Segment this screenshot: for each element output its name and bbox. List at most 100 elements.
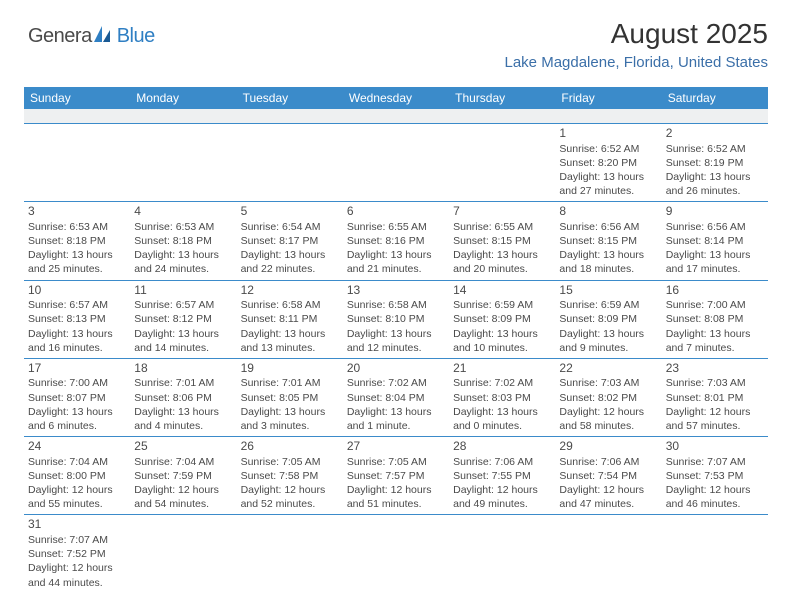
daylight-text: Daylight: 13 hours and 16 minutes. xyxy=(28,327,126,355)
day-header: Monday xyxy=(130,87,236,109)
sunrise-text: Sunrise: 6:56 AM xyxy=(559,220,657,234)
day-number: 20 xyxy=(347,361,445,377)
sunset-text: Sunset: 8:07 PM xyxy=(28,391,126,405)
day-cell xyxy=(449,124,555,201)
sunrise-text: Sunrise: 6:58 AM xyxy=(241,298,339,312)
sunset-text: Sunset: 8:02 PM xyxy=(559,391,657,405)
sunrise-text: Sunrise: 7:06 AM xyxy=(453,455,551,469)
page-title: August 2025 xyxy=(505,18,769,50)
daylight-text: Daylight: 13 hours and 25 minutes. xyxy=(28,248,126,276)
daylight-text: Daylight: 13 hours and 14 minutes. xyxy=(134,327,232,355)
sunset-text: Sunset: 7:53 PM xyxy=(666,469,764,483)
day-cell: 14Sunrise: 6:59 AMSunset: 8:09 PMDayligh… xyxy=(449,281,555,358)
sunrise-text: Sunrise: 7:01 AM xyxy=(241,376,339,390)
day-number: 19 xyxy=(241,361,339,377)
daylight-text: Daylight: 12 hours and 55 minutes. xyxy=(28,483,126,511)
day-cell: 27Sunrise: 7:05 AMSunset: 7:57 PMDayligh… xyxy=(343,437,449,514)
daylight-text: Daylight: 13 hours and 9 minutes. xyxy=(559,327,657,355)
sunrise-text: Sunrise: 7:07 AM xyxy=(666,455,764,469)
day-header: Wednesday xyxy=(343,87,449,109)
day-cell: 5Sunrise: 6:54 AMSunset: 8:17 PMDaylight… xyxy=(237,202,343,279)
sunrise-text: Sunrise: 6:59 AM xyxy=(559,298,657,312)
day-number: 28 xyxy=(453,439,551,455)
sunrise-text: Sunrise: 7:05 AM xyxy=(347,455,445,469)
header: Genera Blue August 2025 Lake Magdalene, … xyxy=(0,0,792,79)
daylight-text: Daylight: 13 hours and 12 minutes. xyxy=(347,327,445,355)
sunset-text: Sunset: 8:15 PM xyxy=(453,234,551,248)
day-cell: 19Sunrise: 7:01 AMSunset: 8:05 PMDayligh… xyxy=(237,359,343,436)
week-row: 24Sunrise: 7:04 AMSunset: 8:00 PMDayligh… xyxy=(24,437,768,515)
sunset-text: Sunset: 8:09 PM xyxy=(453,312,551,326)
sunrise-text: Sunrise: 7:02 AM xyxy=(453,376,551,390)
day-cell xyxy=(343,515,449,592)
daylight-text: Daylight: 12 hours and 52 minutes. xyxy=(241,483,339,511)
day-cell: 26Sunrise: 7:05 AMSunset: 7:58 PMDayligh… xyxy=(237,437,343,514)
day-cell: 8Sunrise: 6:56 AMSunset: 8:15 PMDaylight… xyxy=(555,202,661,279)
day-cell: 15Sunrise: 6:59 AMSunset: 8:09 PMDayligh… xyxy=(555,281,661,358)
day-cell: 17Sunrise: 7:00 AMSunset: 8:07 PMDayligh… xyxy=(24,359,130,436)
daylight-text: Daylight: 12 hours and 58 minutes. xyxy=(559,405,657,433)
sunrise-text: Sunrise: 7:04 AM xyxy=(28,455,126,469)
sunset-text: Sunset: 8:15 PM xyxy=(559,234,657,248)
sunrise-text: Sunrise: 7:04 AM xyxy=(134,455,232,469)
daylight-text: Daylight: 12 hours and 54 minutes. xyxy=(134,483,232,511)
logo-sails-icon xyxy=(92,24,114,49)
day-cell: 9Sunrise: 6:56 AMSunset: 8:14 PMDaylight… xyxy=(662,202,768,279)
sunset-text: Sunset: 8:20 PM xyxy=(559,156,657,170)
day-cell xyxy=(24,124,130,201)
logo-text-general: Genera xyxy=(28,25,92,48)
day-cell: 16Sunrise: 7:00 AMSunset: 8:08 PMDayligh… xyxy=(662,281,768,358)
sunrise-text: Sunrise: 6:53 AM xyxy=(28,220,126,234)
day-cell: 13Sunrise: 6:58 AMSunset: 8:10 PMDayligh… xyxy=(343,281,449,358)
daylight-text: Daylight: 13 hours and 6 minutes. xyxy=(28,405,126,433)
day-cell: 20Sunrise: 7:02 AMSunset: 8:04 PMDayligh… xyxy=(343,359,449,436)
daylight-text: Daylight: 12 hours and 47 minutes. xyxy=(559,483,657,511)
sunset-text: Sunset: 8:10 PM xyxy=(347,312,445,326)
sunset-text: Sunset: 8:18 PM xyxy=(134,234,232,248)
day-number: 26 xyxy=(241,439,339,455)
daylight-text: Daylight: 12 hours and 44 minutes. xyxy=(28,561,126,589)
daylight-text: Daylight: 13 hours and 13 minutes. xyxy=(241,327,339,355)
day-cell xyxy=(343,124,449,201)
day-cell: 10Sunrise: 6:57 AMSunset: 8:13 PMDayligh… xyxy=(24,281,130,358)
sunrise-text: Sunrise: 6:56 AM xyxy=(666,220,764,234)
daylight-text: Daylight: 13 hours and 10 minutes. xyxy=(453,327,551,355)
sunrise-text: Sunrise: 6:59 AM xyxy=(453,298,551,312)
day-number: 14 xyxy=(453,283,551,299)
logo-text-blue: Blue xyxy=(117,25,155,48)
sunset-text: Sunset: 8:19 PM xyxy=(666,156,764,170)
day-cell: 28Sunrise: 7:06 AMSunset: 7:55 PMDayligh… xyxy=(449,437,555,514)
day-number: 4 xyxy=(134,204,232,220)
week-row: 1Sunrise: 6:52 AMSunset: 8:20 PMDaylight… xyxy=(24,124,768,202)
sunset-text: Sunset: 8:03 PM xyxy=(453,391,551,405)
day-cell xyxy=(130,124,236,201)
week-row: 17Sunrise: 7:00 AMSunset: 8:07 PMDayligh… xyxy=(24,359,768,437)
sunrise-text: Sunrise: 6:57 AM xyxy=(28,298,126,312)
day-number: 7 xyxy=(453,204,551,220)
day-cell: 3Sunrise: 6:53 AMSunset: 8:18 PMDaylight… xyxy=(24,202,130,279)
daylight-text: Daylight: 13 hours and 18 minutes. xyxy=(559,248,657,276)
daylight-text: Daylight: 13 hours and 0 minutes. xyxy=(453,405,551,433)
sunrise-text: Sunrise: 7:03 AM xyxy=(559,376,657,390)
week-row: 31Sunrise: 7:07 AMSunset: 7:52 PMDayligh… xyxy=(24,515,768,592)
day-number: 11 xyxy=(134,283,232,299)
day-number: 10 xyxy=(28,283,126,299)
day-cell xyxy=(237,515,343,592)
day-number: 30 xyxy=(666,439,764,455)
page-subtitle: Lake Magdalene, Florida, United States xyxy=(505,54,769,71)
day-header: Friday xyxy=(555,87,661,109)
day-cell: 29Sunrise: 7:06 AMSunset: 7:54 PMDayligh… xyxy=(555,437,661,514)
day-number: 22 xyxy=(559,361,657,377)
title-block: August 2025 Lake Magdalene, Florida, Uni… xyxy=(505,18,769,71)
day-cell: 4Sunrise: 6:53 AMSunset: 8:18 PMDaylight… xyxy=(130,202,236,279)
sunset-text: Sunset: 8:18 PM xyxy=(28,234,126,248)
sunrise-text: Sunrise: 6:54 AM xyxy=(241,220,339,234)
day-header: Sunday xyxy=(24,87,130,109)
sunrise-text: Sunrise: 7:05 AM xyxy=(241,455,339,469)
day-number: 23 xyxy=(666,361,764,377)
daylight-text: Daylight: 13 hours and 1 minute. xyxy=(347,405,445,433)
sunrise-text: Sunrise: 6:52 AM xyxy=(559,142,657,156)
day-cell xyxy=(130,515,236,592)
logo: Genera Blue xyxy=(28,24,155,49)
sunset-text: Sunset: 8:16 PM xyxy=(347,234,445,248)
